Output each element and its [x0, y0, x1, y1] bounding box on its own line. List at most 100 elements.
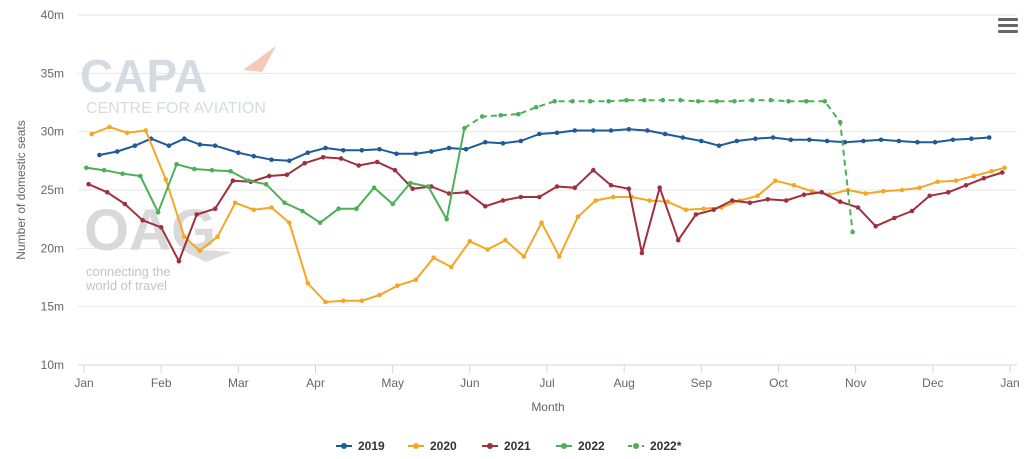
- data-point: [770, 135, 776, 140]
- data-point: [338, 156, 344, 161]
- data-point: [394, 151, 399, 157]
- data-point: [284, 172, 290, 178]
- data-point: [750, 97, 755, 103]
- x-tick-label: Feb: [151, 376, 172, 390]
- data-point: [861, 138, 866, 144]
- data-point: [755, 193, 760, 199]
- series-line-2019: [99, 128, 990, 162]
- data-point: [791, 183, 797, 188]
- data-point: [182, 234, 187, 239]
- data-point: [935, 179, 940, 185]
- y-tick-label: 25m: [41, 183, 64, 197]
- data-point: [552, 99, 557, 104]
- y-tick-label: 20m: [41, 241, 64, 255]
- hamburger-menu-icon[interactable]: [998, 18, 1018, 34]
- data-point: [647, 198, 652, 203]
- capa-logo: CAPA: [80, 50, 207, 102]
- y-tick-label: 10m: [41, 358, 64, 372]
- data-point: [915, 139, 920, 145]
- menu-bar: [998, 30, 1018, 33]
- data-point: [371, 185, 377, 190]
- data-point: [899, 187, 905, 193]
- data-point: [174, 162, 179, 167]
- data-point: [359, 298, 365, 304]
- oag-tagline: connecting the world of travel: [86, 264, 171, 293]
- x-tick-label: Aug: [613, 376, 634, 390]
- legend-label: 2022*: [650, 439, 682, 453]
- data-point: [503, 237, 508, 243]
- data-point: [302, 160, 308, 166]
- data-point: [166, 143, 172, 148]
- data-point: [804, 99, 809, 104]
- legend-label: 2019: [358, 439, 385, 453]
- data-point: [413, 277, 419, 283]
- data-point: [518, 138, 524, 144]
- data-point: [107, 124, 112, 130]
- x-tick-label: Jan: [74, 376, 93, 390]
- data-point: [969, 136, 974, 141]
- data-point: [773, 178, 778, 183]
- data-point: [554, 184, 560, 189]
- data-point: [518, 194, 524, 200]
- data-point: [809, 188, 814, 194]
- data-point: [878, 137, 884, 143]
- data-point: [606, 99, 611, 104]
- data-point: [963, 183, 969, 188]
- data-point: [413, 151, 419, 157]
- data-point: [734, 138, 740, 144]
- data-point: [557, 254, 562, 259]
- y-tick-label: 15m: [41, 300, 64, 314]
- x-tick-label: Jun: [460, 376, 479, 390]
- data-point: [626, 186, 632, 192]
- data-point: [837, 199, 843, 204]
- data-point: [425, 184, 431, 189]
- data-point: [269, 157, 274, 162]
- data-point: [593, 198, 598, 203]
- data-point: [354, 206, 359, 211]
- data-point: [86, 181, 91, 187]
- legend-marker: [561, 443, 567, 449]
- data-point: [356, 163, 362, 168]
- x-tick-label: Jul: [539, 376, 554, 390]
- legend-label: 2020: [430, 439, 457, 453]
- data-point: [873, 223, 878, 229]
- data-point: [483, 204, 488, 209]
- data-point: [429, 149, 434, 154]
- data-point: [263, 181, 269, 187]
- data-point: [701, 206, 706, 211]
- data-point: [570, 99, 575, 104]
- y-tick-label: 35m: [41, 66, 64, 80]
- x-axis-title: Month: [531, 400, 564, 414]
- data-point: [699, 138, 704, 144]
- data-point: [896, 138, 902, 144]
- data-point: [765, 197, 770, 202]
- legend-marker: [487, 443, 493, 449]
- data-point: [395, 283, 400, 289]
- data-point: [408, 180, 413, 186]
- data-point: [251, 153, 257, 159]
- data-point: [500, 141, 506, 146]
- data-point: [657, 185, 662, 190]
- data-point: [246, 178, 251, 183]
- data-point: [537, 131, 542, 137]
- data-point: [1002, 165, 1007, 171]
- data-point: [463, 146, 469, 152]
- data-point: [665, 199, 670, 204]
- data-point: [212, 206, 218, 211]
- data-point: [305, 150, 311, 155]
- data-point: [84, 165, 89, 171]
- data-point: [228, 169, 233, 174]
- x-tick-label: Apr: [306, 376, 325, 390]
- x-tick-label: Oct: [769, 376, 788, 390]
- data-point: [132, 143, 138, 148]
- data-point: [197, 142, 203, 147]
- data-point: [323, 145, 328, 151]
- data-point: [729, 198, 735, 203]
- data-point: [591, 167, 596, 173]
- series-line-2021: [88, 156, 1003, 263]
- data-point: [377, 146, 382, 152]
- data-point: [194, 212, 199, 217]
- data-point: [714, 99, 720, 104]
